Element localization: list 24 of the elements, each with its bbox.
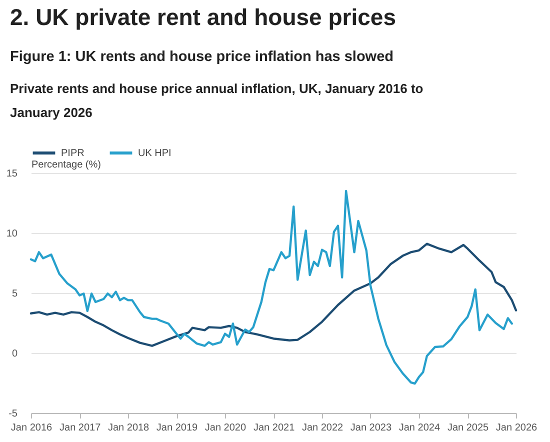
line-series (30, 190, 513, 385)
text: 2. UK private rent and house prices (10, 4, 398, 31)
y-tick-label: 5 (12, 288, 18, 300)
x-tick-label: Jan 2026 (496, 422, 538, 434)
y-tick-label: 0 (12, 348, 18, 360)
y-tick-label: -5 (8, 408, 18, 420)
x-tick-label: Jan 2016 (10, 422, 53, 434)
x-tick-label: Jan 2019 (156, 422, 198, 434)
chart-title: Figure 1: UK rents and house price inflation has slowed (10, 49, 395, 65)
y-tick-label: 15 (6, 168, 18, 180)
line-series (30, 242, 518, 347)
x-tick-label: Jan 2017 (60, 422, 102, 434)
x-tick-label: Jan 2022 (302, 422, 344, 434)
y-tick-label: 10 (6, 228, 18, 240)
legend-label: PIPR (61, 148, 84, 159)
x-tick-label: Jan 2018 (108, 422, 150, 434)
y-axis-title: Percentage (%) (32, 160, 101, 170)
x-tick-label: Jan 2020 (204, 422, 246, 434)
x-tick-label: Jan 2023 (350, 422, 392, 434)
x-tick-label: Jan 2025 (447, 422, 490, 434)
x-tick-label: Jan 2024 (398, 422, 440, 434)
legend-label: UK HPI (138, 148, 172, 159)
chart-subtitle: Private rents and house price annual inflation, UK, January 2016 to January 2026 (10, 80, 424, 122)
x-tick-label: Jan 2021 (253, 422, 296, 434)
